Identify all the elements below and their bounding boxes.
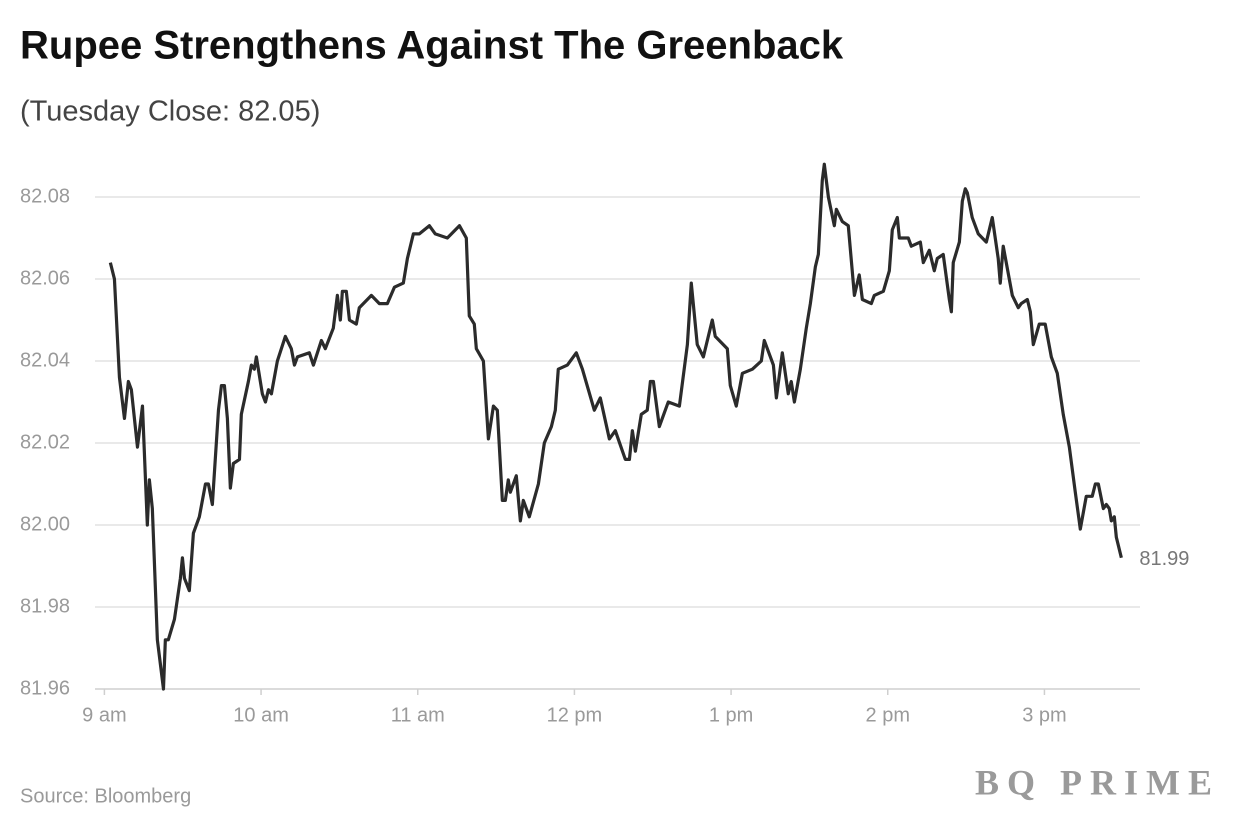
y-tick-label: 81.96 xyxy=(20,677,70,699)
x-tick-label: 2 pm xyxy=(866,704,910,726)
x-tick-label: 9 am xyxy=(82,704,126,726)
y-tick-label: 81.98 xyxy=(20,595,70,617)
x-tick-label: 11 am xyxy=(391,704,445,726)
x-tick-label: 12 pm xyxy=(547,704,603,726)
logo: BQ PRIME xyxy=(975,762,1220,802)
y-tick-label: 82.02 xyxy=(20,431,70,453)
y-tick-label: 82.06 xyxy=(20,267,70,289)
y-tick-label: 82.00 xyxy=(20,513,70,535)
line xyxy=(108,162,1123,691)
chart-subtitle: (Tuesday Close: 82.05) xyxy=(20,96,320,128)
y-tick-label: 82.04 xyxy=(20,349,70,371)
end-label: 81.99 xyxy=(1139,548,1189,570)
x-tick-label: 10 am xyxy=(233,704,289,726)
y-tick-label: 82.08 xyxy=(20,185,70,207)
x-tick-label: 1 pm xyxy=(709,704,753,726)
chart-title: Rupee Strengthens Against The Greenback xyxy=(20,24,844,68)
x-tick-label: 3 pm xyxy=(1022,704,1066,726)
source: Source: Bloomberg xyxy=(20,785,191,807)
